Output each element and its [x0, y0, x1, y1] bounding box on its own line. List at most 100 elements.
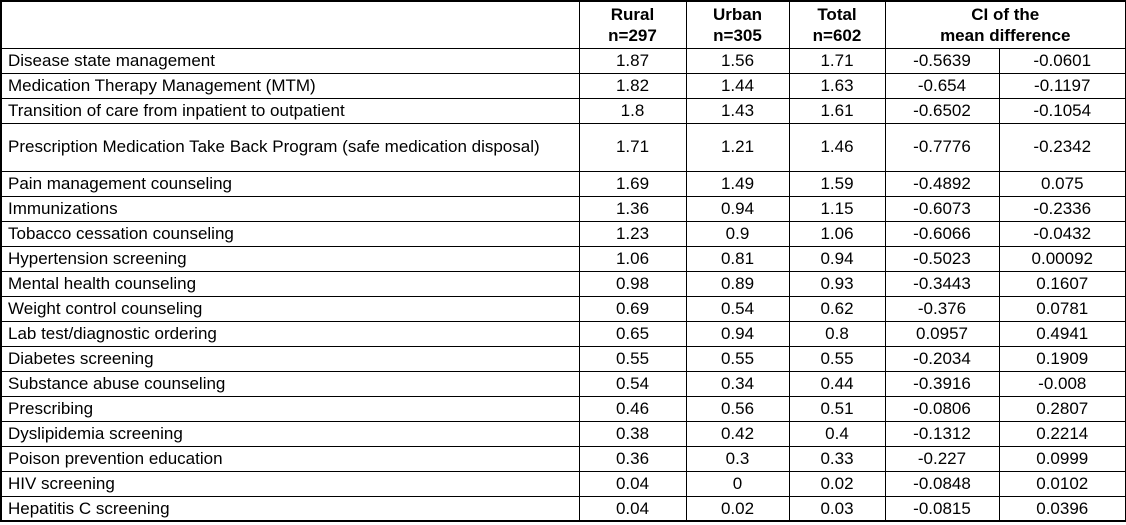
header-row: Rural n=297 Urban n=305 Total n=602 CI o… [0, 0, 1126, 49]
rural-header-line2: n=297 [608, 25, 657, 45]
table-row: Lab test/diagnostic ordering 0.65 0.94 0… [0, 320, 1126, 347]
ci-lower-cell: -0.5639 [884, 47, 1000, 74]
table-row: Prescription Medication Take Back Progra… [0, 122, 1126, 172]
row-label-cell: Weight control counseling [0, 295, 580, 322]
header-cell-total: Total n=602 [788, 0, 886, 49]
urban-value-cell: 1.43 [685, 97, 790, 124]
urban-value-cell: 0.42 [685, 420, 790, 447]
urban-value-cell: 0.81 [685, 245, 790, 272]
ci-lower-cell: -0.6502 [884, 97, 1000, 124]
total-value-cell: 1.63 [788, 72, 886, 99]
header-cell-ci: CI of the mean difference [884, 0, 1126, 49]
ci-upper-cell: 0.1607 [998, 270, 1126, 297]
total-value-cell: 1.06 [788, 220, 886, 247]
total-value-cell: 0.93 [788, 270, 886, 297]
ci-upper-cell: -0.0601 [998, 47, 1126, 74]
row-label-cell: Hypertension screening [0, 245, 580, 272]
row-label-cell: Prescription Medication Take Back Progra… [0, 122, 580, 172]
total-value-cell: 1.71 [788, 47, 886, 74]
table-row: Hepatitis C screening 0.04 0.02 0.03 -0.… [0, 495, 1126, 522]
rural-value-cell: 0.36 [578, 445, 687, 472]
ci-lower-cell: -0.3443 [884, 270, 1000, 297]
urban-value-cell: 0.02 [685, 495, 790, 522]
header-cell-rural: Rural n=297 [578, 0, 687, 49]
row-label-cell: Immunizations [0, 195, 580, 222]
ci-lower-cell: -0.6073 [884, 195, 1000, 222]
row-label-cell: Transition of care from inpatient to out… [0, 97, 580, 124]
ci-lower-cell: -0.0806 [884, 395, 1000, 422]
urban-value-cell: 0 [685, 470, 790, 497]
table-row: Dyslipidemia screening 0.38 0.42 0.4 -0.… [0, 420, 1126, 447]
total-header-line2: n=602 [812, 25, 862, 45]
row-label-cell: Pain management counseling [0, 170, 580, 197]
rural-value-cell: 0.65 [578, 320, 687, 347]
row-label-cell: HIV screening [0, 470, 580, 497]
total-value-cell: 0.33 [788, 445, 886, 472]
rural-value-cell: 1.8 [578, 97, 687, 124]
ci-lower-cell: -0.2034 [884, 345, 1000, 372]
ci-lower-cell: -0.3916 [884, 370, 1000, 397]
ci-upper-cell: -0.1054 [998, 97, 1126, 124]
total-value-cell: 0.4 [788, 420, 886, 447]
total-value-cell: 0.51 [788, 395, 886, 422]
ci-lower-cell: -0.5023 [884, 245, 1000, 272]
table-row: Pain management counseling 1.69 1.49 1.5… [0, 170, 1126, 197]
rural-value-cell: 0.55 [578, 345, 687, 372]
ci-upper-cell: 0.2214 [998, 420, 1126, 447]
table-row: Medication Therapy Management (MTM) 1.82… [0, 72, 1126, 99]
total-value-cell: 0.94 [788, 245, 886, 272]
rural-value-cell: 0.69 [578, 295, 687, 322]
ci-lower-cell: -0.6066 [884, 220, 1000, 247]
rural-value-cell: 1.06 [578, 245, 687, 272]
urban-header-line2: n=305 [713, 25, 762, 45]
ci-upper-cell: -0.008 [998, 370, 1126, 397]
ci-upper-cell: 0.4941 [998, 320, 1126, 347]
total-value-cell: 0.55 [788, 345, 886, 372]
rural-value-cell: 0.46 [578, 395, 687, 422]
ci-upper-cell: 0.2807 [998, 395, 1126, 422]
table-row: Substance abuse counseling 0.54 0.34 0.4… [0, 370, 1126, 397]
row-label-cell: Hepatitis C screening [0, 495, 580, 522]
row-label-cell: Substance abuse counseling [0, 370, 580, 397]
urban-value-cell: 0.3 [685, 445, 790, 472]
table-row: HIV screening 0.04 0 0.02 -0.0848 0.0102 [0, 470, 1126, 497]
urban-value-cell: 1.56 [685, 47, 790, 74]
row-label-cell: Disease state management [0, 47, 580, 74]
urban-value-cell: 1.21 [685, 122, 790, 172]
ci-lower-cell: -0.1312 [884, 420, 1000, 447]
rural-header-line1: Rural [610, 4, 655, 24]
table-body: Disease state management 1.87 1.56 1.71 … [0, 47, 1126, 522]
row-label-cell: Lab test/diagnostic ordering [0, 320, 580, 347]
urban-value-cell: 0.9 [685, 220, 790, 247]
urban-value-cell: 0.55 [685, 345, 790, 372]
urban-value-cell: 0.56 [685, 395, 790, 422]
urban-value-cell: 0.89 [685, 270, 790, 297]
ci-upper-cell: -0.2342 [998, 122, 1126, 172]
ci-upper-cell: 0.0781 [998, 295, 1126, 322]
ci-upper-cell: 0.0999 [998, 445, 1126, 472]
ci-lower-cell: -0.4892 [884, 170, 1000, 197]
rural-value-cell: 1.87 [578, 47, 687, 74]
rural-value-cell: 1.23 [578, 220, 687, 247]
total-value-cell: 1.15 [788, 195, 886, 222]
ci-upper-cell: -0.0432 [998, 220, 1126, 247]
rural-value-cell: 0.54 [578, 370, 687, 397]
total-value-cell: 0.8 [788, 320, 886, 347]
total-value-cell: 0.44 [788, 370, 886, 397]
table-row: Immunizations 1.36 0.94 1.15 -0.6073 -0.… [0, 195, 1126, 222]
total-value-cell: 0.62 [788, 295, 886, 322]
table-row: Disease state management 1.87 1.56 1.71 … [0, 47, 1126, 74]
ci-lower-cell: -0.7776 [884, 122, 1000, 172]
ci-lower-cell: -0.0815 [884, 495, 1000, 522]
urban-value-cell: 1.44 [685, 72, 790, 99]
ci-lower-cell: -0.227 [884, 445, 1000, 472]
total-value-cell: 0.02 [788, 470, 886, 497]
row-label-cell: Diabetes screening [0, 345, 580, 372]
ci-header-line1: CI of the [971, 4, 1040, 24]
table-row: Diabetes screening 0.55 0.55 0.55 -0.203… [0, 345, 1126, 372]
ci-upper-cell: -0.1197 [998, 72, 1126, 99]
ci-upper-cell: 0.075 [998, 170, 1126, 197]
header-cell-label [0, 0, 580, 49]
rural-value-cell: 1.82 [578, 72, 687, 99]
